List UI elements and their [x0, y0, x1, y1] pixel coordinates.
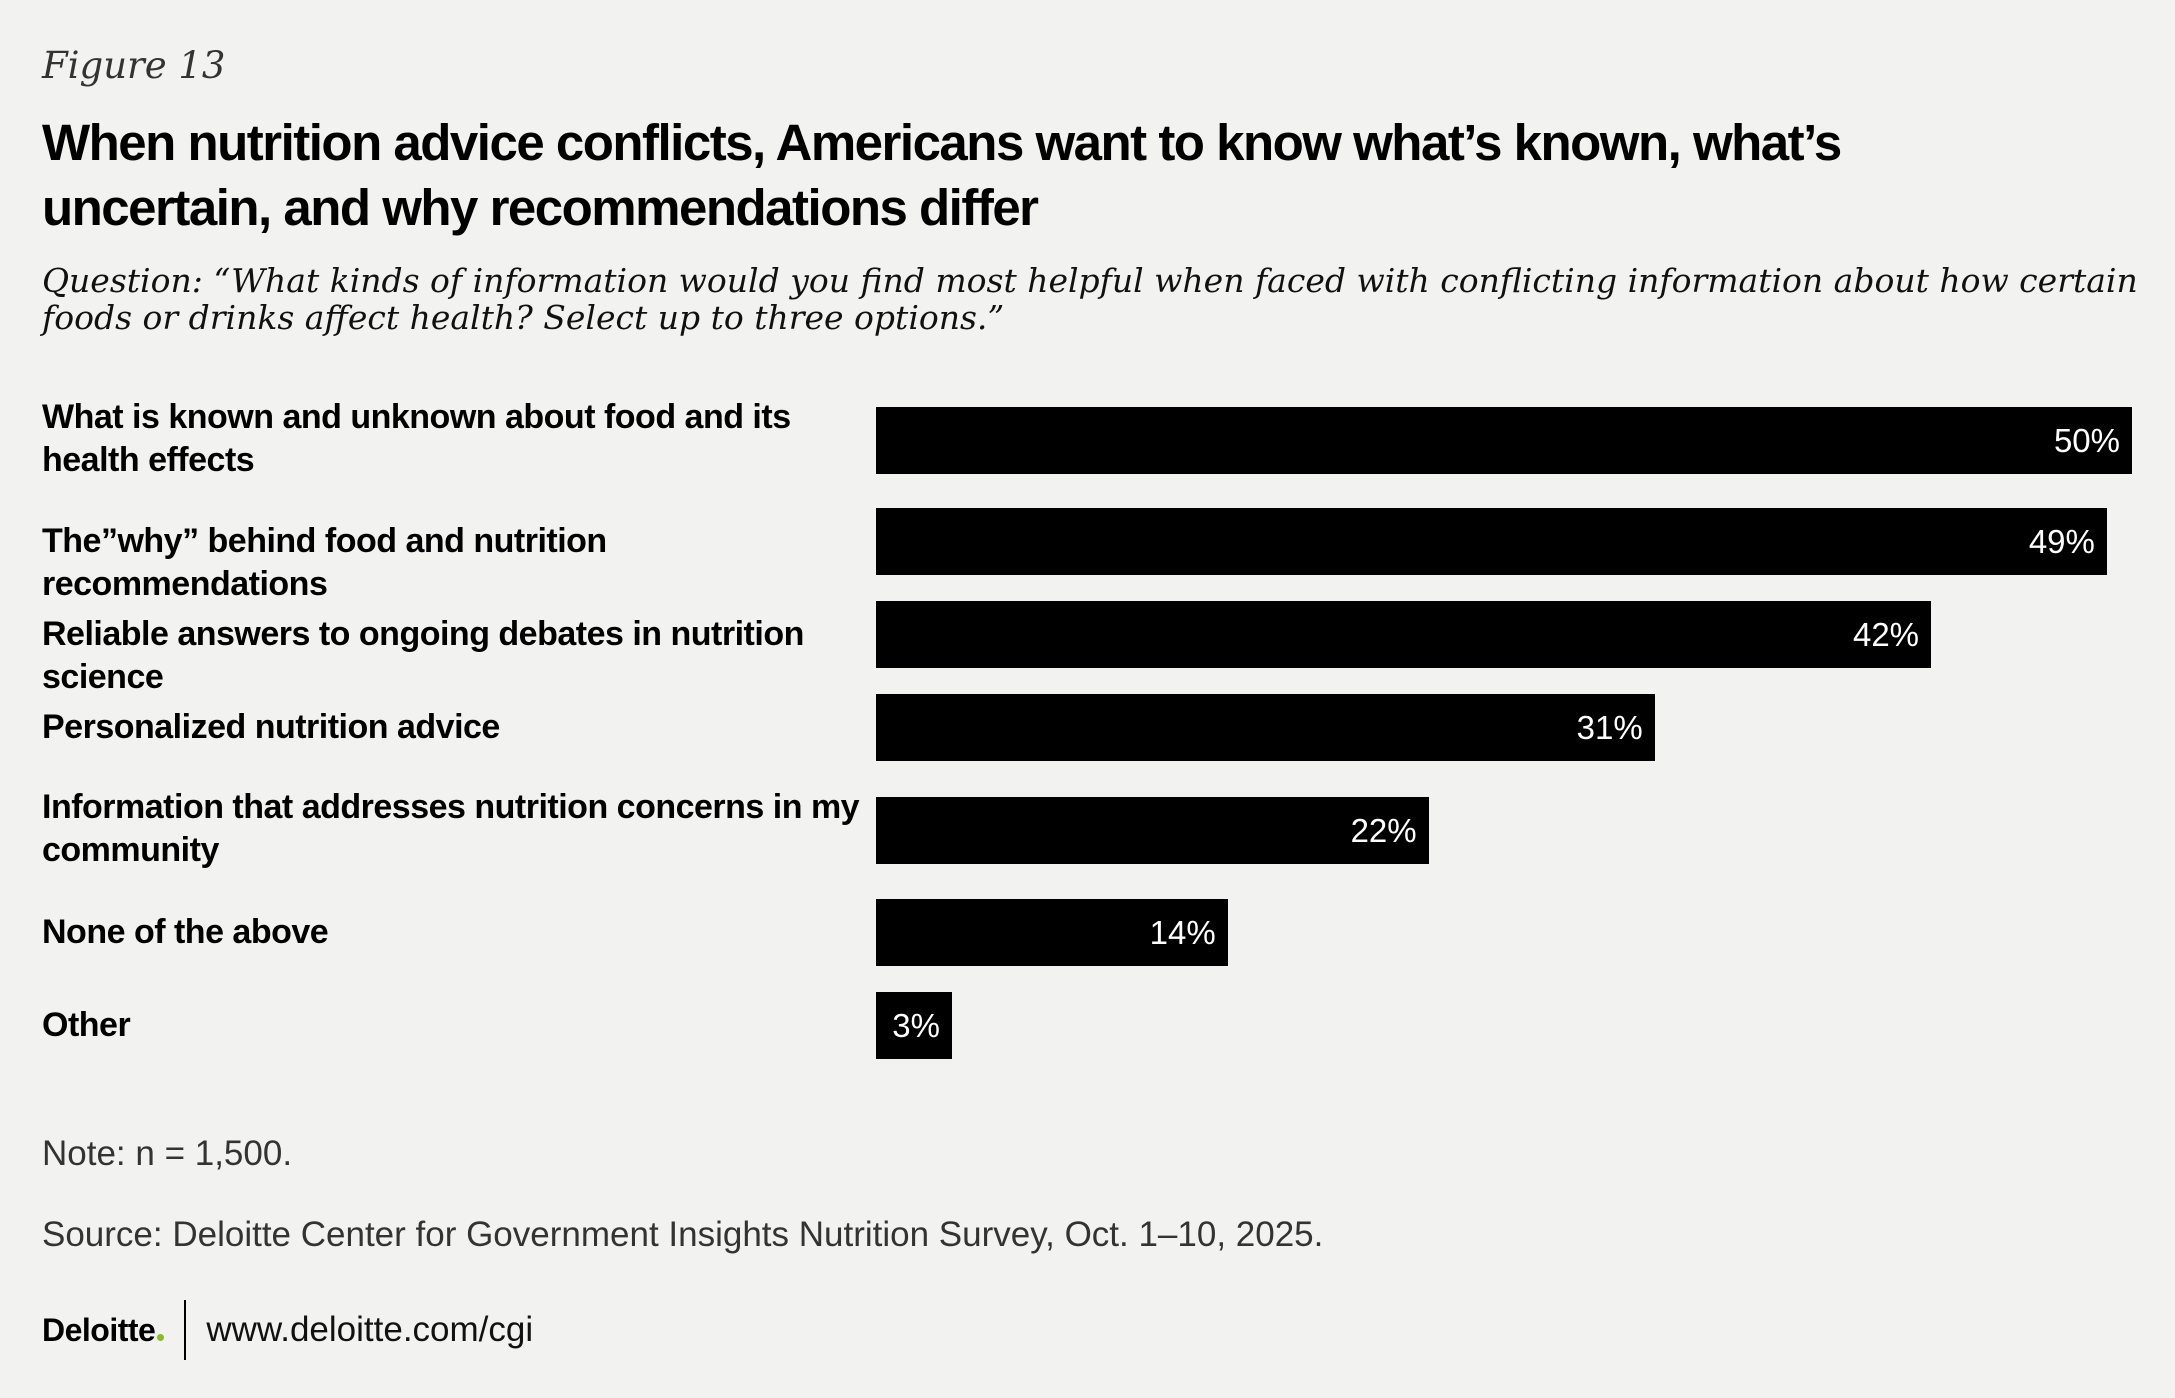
- chart-title: When nutrition advice conflicts, America…: [42, 114, 1842, 236]
- category-label: The”why” behind food and nutrition recom…: [42, 522, 607, 603]
- bar-value-label: 14%: [1149, 914, 1216, 951]
- logo-dot-icon: [157, 1333, 165, 1341]
- category-label: What is known and unknown about food and…: [42, 398, 791, 479]
- category-label: Reliable answers to ongoing debates in n…: [42, 615, 804, 696]
- bar: 3%: [876, 992, 952, 1059]
- survey-question: Question: “What kinds of information wou…: [42, 261, 2138, 337]
- deloitte-logo: Deloitte: [42, 1311, 165, 1349]
- bar: 49%: [876, 508, 2107, 575]
- bar-value-label: 42%: [1852, 616, 1920, 653]
- bar-value-label: 31%: [1576, 709, 1643, 746]
- category-label: None of the above: [42, 913, 329, 951]
- logo-text: Deloitte: [42, 1311, 156, 1348]
- footer: Deloitte www.deloitte.com/cgi: [42, 1300, 533, 1360]
- bar-value-label: 22%: [1350, 812, 1417, 849]
- source: Source: Deloitte Center for Government I…: [42, 1215, 1324, 1254]
- website-link[interactable]: www.deloitte.com/cgi: [206, 1310, 534, 1349]
- category-label: Personalized nutrition advice: [42, 708, 500, 746]
- bar: 14%: [876, 899, 1228, 966]
- category-label: Other: [42, 1006, 131, 1044]
- bar: 31%: [876, 694, 1655, 761]
- bar: 22%: [876, 797, 1429, 864]
- bar: 42%: [876, 601, 1932, 668]
- bar: 50%: [876, 407, 2132, 474]
- bar-value-label: 49%: [2028, 523, 2095, 560]
- category-label: Information that addresses nutrition con…: [42, 788, 860, 869]
- bar-chart: What is known and unknown about food and…: [42, 398, 2132, 1059]
- note: Note: n = 1,500.: [42, 1134, 293, 1173]
- figure-label: Figure 13: [42, 44, 226, 87]
- bar-value-label: 3%: [892, 1007, 940, 1044]
- footer-divider: [184, 1300, 187, 1360]
- bar-value-label: 50%: [2053, 422, 2120, 459]
